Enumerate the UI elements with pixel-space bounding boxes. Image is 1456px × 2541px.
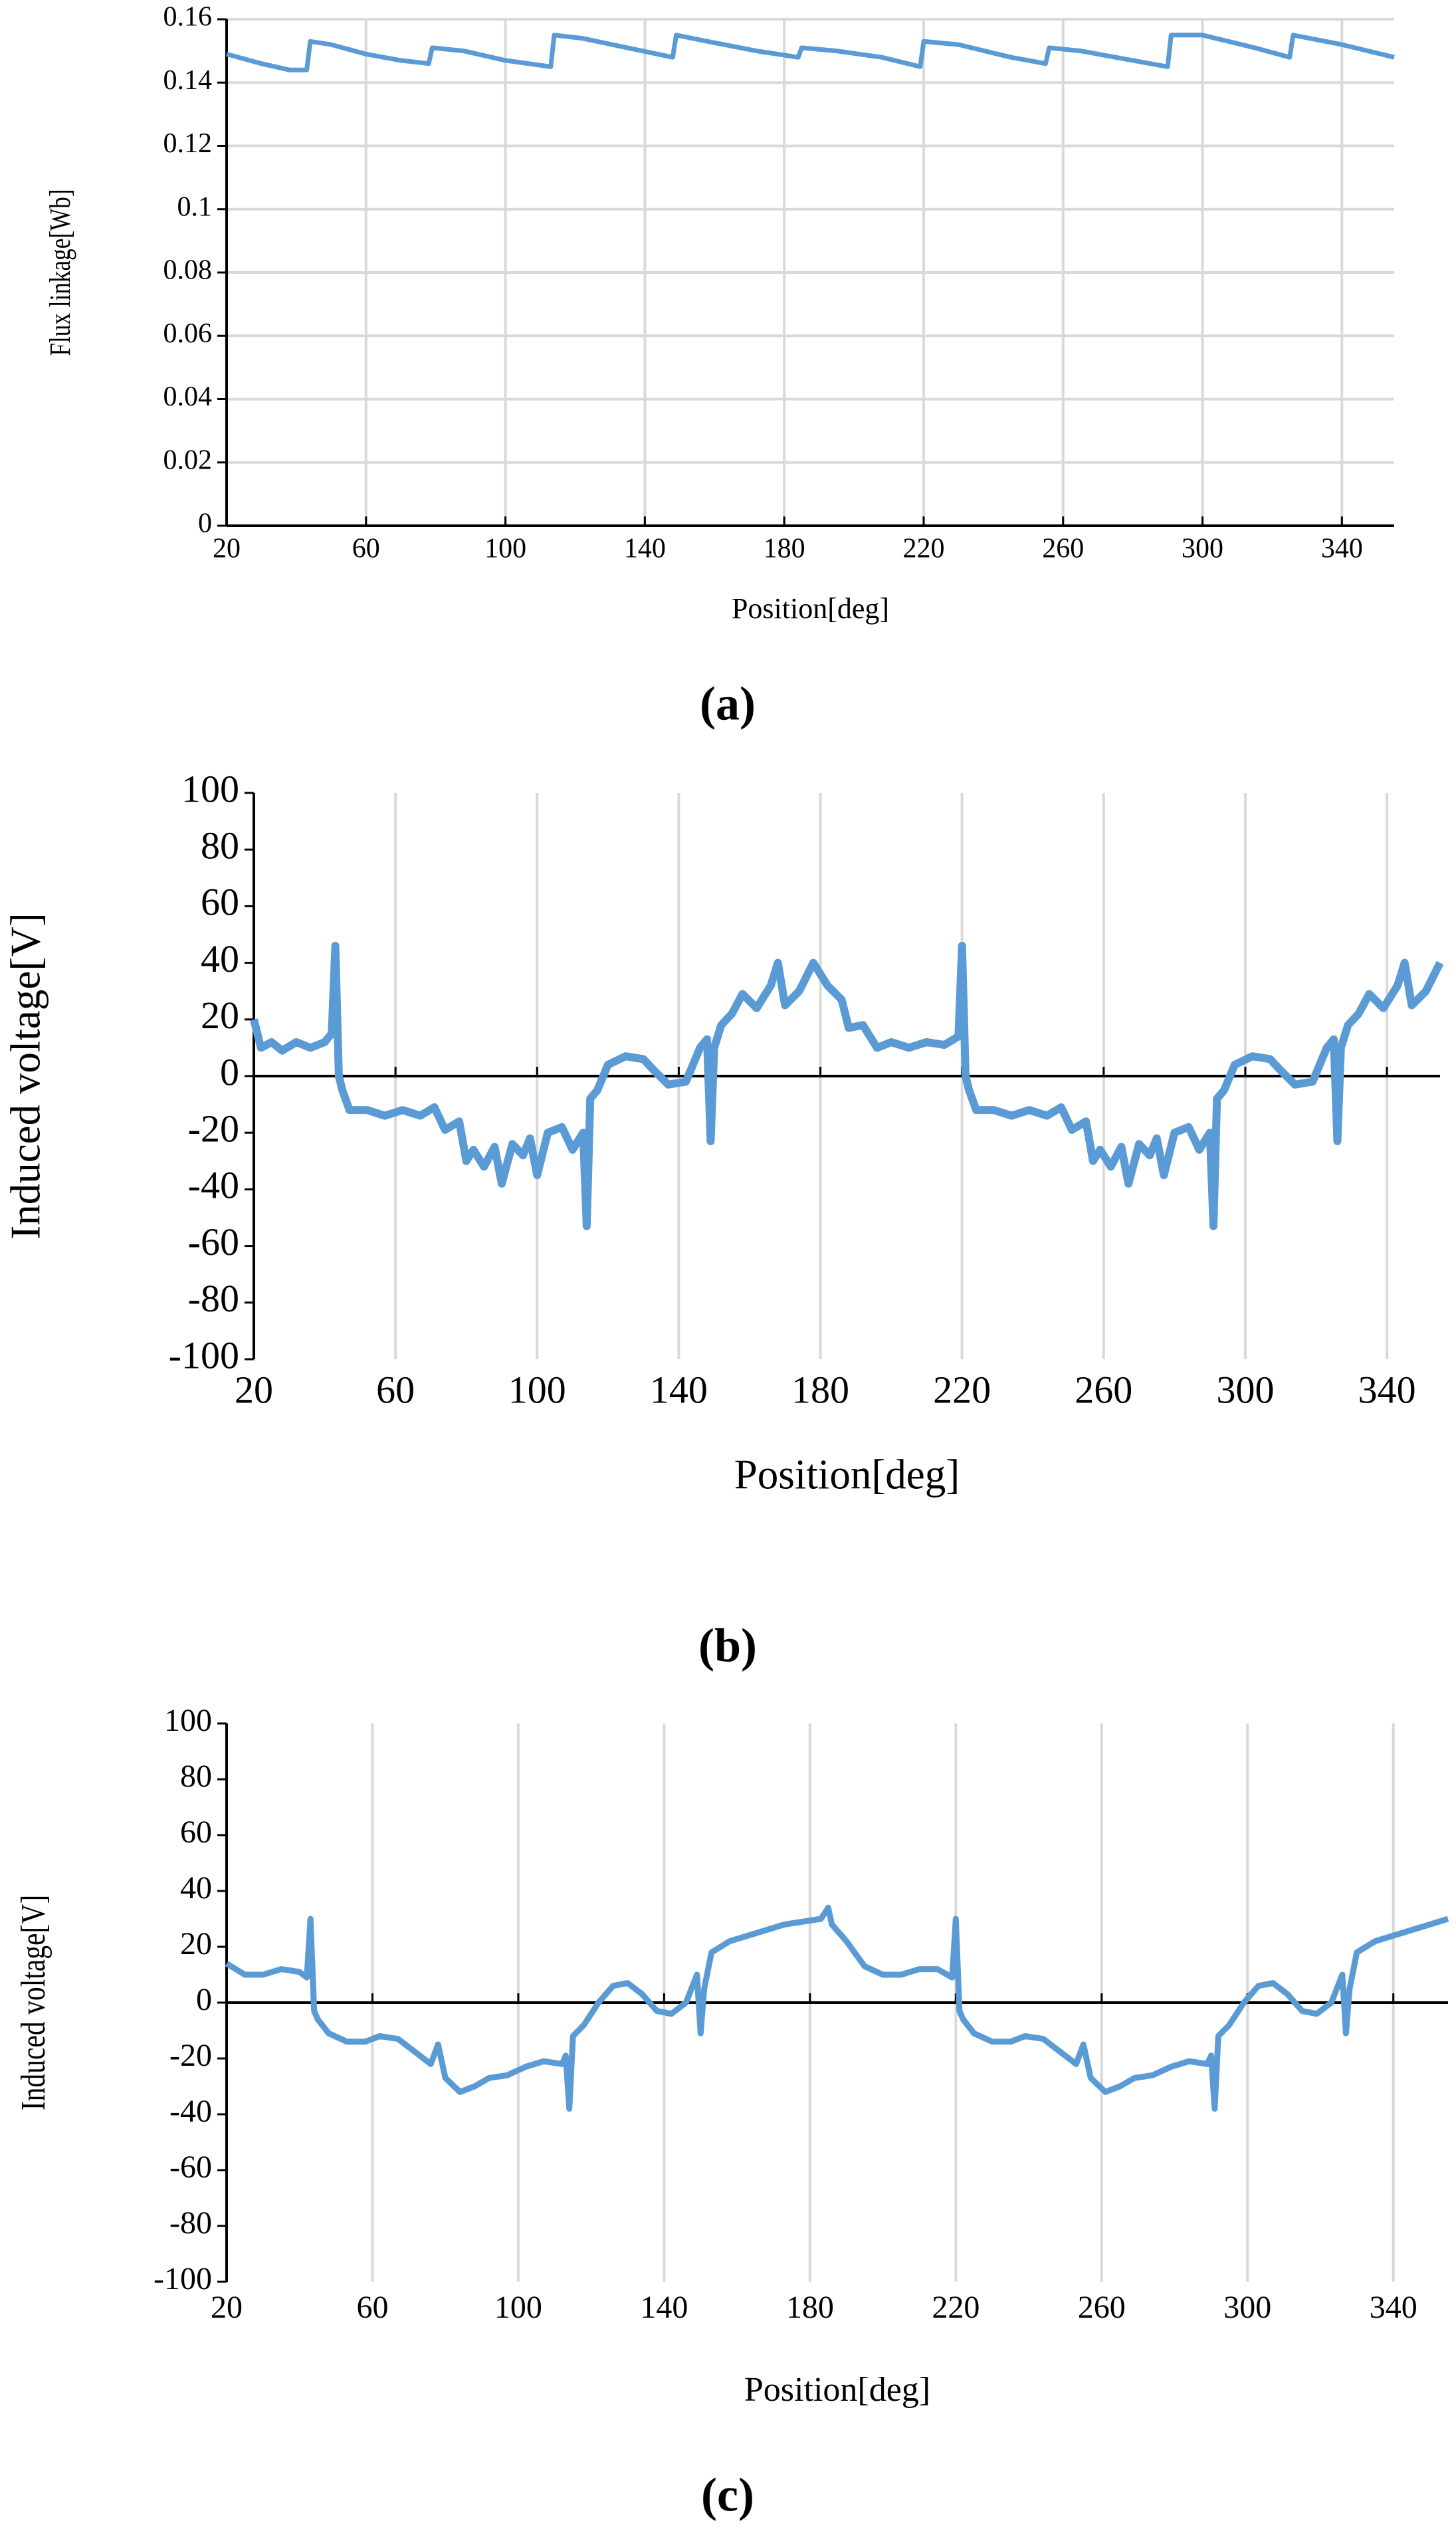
y-tick-label: -40 <box>169 2094 212 2129</box>
x-tick-label: 260 <box>1078 2290 1126 2325</box>
y-tick-label: 0.08 <box>163 255 213 286</box>
y-tick-label: -80 <box>188 1277 239 1320</box>
y-tick-label: -60 <box>188 1220 239 1264</box>
x-tick-label: 100 <box>508 1369 566 1412</box>
y-tick-label: -80 <box>169 2205 212 2241</box>
x-tick-label: 260 <box>1075 1369 1132 1412</box>
x-axis-title: Position[deg] <box>732 592 889 625</box>
x-tick-label: 100 <box>494 2290 542 2325</box>
y-tick-label: -40 <box>188 1164 239 1207</box>
y-tick-label: 0.06 <box>163 318 213 349</box>
y-tick-label: 0.04 <box>163 382 213 412</box>
y-tick-label: 0 <box>196 1982 212 2017</box>
y-axis-title: Flux linkage[Wb] <box>43 189 76 356</box>
x-tick-label: 20 <box>211 2290 243 2325</box>
x-tick-label: 180 <box>791 1369 849 1412</box>
y-tick-label: 60 <box>180 1815 212 1850</box>
x-tick-label: 180 <box>764 533 805 564</box>
x-tick-label: 340 <box>1358 1369 1416 1412</box>
y-tick-label: 20 <box>180 1926 212 1961</box>
y-tick-label: -20 <box>169 2038 212 2073</box>
x-axis-title: Position[deg] <box>744 2371 930 2409</box>
data-line <box>250 942 1444 1230</box>
x-tick-label: 260 <box>1042 533 1084 564</box>
y-tick-label: 40 <box>201 937 239 980</box>
caption: (b) <box>698 1619 757 1672</box>
y-tick-label: 60 <box>201 881 239 924</box>
y-axis-title: Induced voltage[V] <box>15 1895 52 2111</box>
x-tick-label: 140 <box>624 533 666 564</box>
x-tick-label: 60 <box>376 1369 415 1412</box>
y-tick-label: 100 <box>181 767 239 810</box>
x-tick-label: 340 <box>1370 2290 1417 2325</box>
x-tick-label: 140 <box>640 2290 688 2325</box>
x-tick-label: 300 <box>1223 2290 1271 2325</box>
y-tick-label: 100 <box>164 1703 212 1738</box>
data-line <box>226 33 1395 72</box>
y-axis-title: Induced voltage[V] <box>2 913 49 1240</box>
x-tick-label: 300 <box>1216 1369 1274 1412</box>
caption: (c) <box>701 2469 754 2522</box>
x-tick-label: 60 <box>356 2290 388 2325</box>
y-tick-label: 0 <box>198 508 212 539</box>
x-tick-label: 60 <box>352 533 380 564</box>
y-tick-label: 0.12 <box>163 128 213 159</box>
y-tick-label: -100 <box>169 1333 239 1377</box>
x-tick-label: 340 <box>1321 533 1363 564</box>
x-tick-label: 220 <box>932 2290 980 2325</box>
x-tick-label: 140 <box>650 1369 708 1412</box>
x-tick-label: 100 <box>484 533 526 564</box>
y-tick-label: 0.14 <box>163 65 213 96</box>
y-tick-label: 0.1 <box>177 191 213 222</box>
y-tick-label: -60 <box>169 2150 212 2185</box>
x-tick-label: 220 <box>902 533 944 564</box>
y-tick-label: 80 <box>180 1759 212 1794</box>
x-tick-label: 220 <box>933 1369 991 1412</box>
y-tick-label: -100 <box>154 2261 212 2296</box>
x-axis-title: Position[deg] <box>734 1451 960 1497</box>
data-line <box>225 1904 1449 2112</box>
x-tick-label: 20 <box>213 533 241 564</box>
y-tick-label: 0 <box>220 1050 239 1093</box>
y-tick-label: 40 <box>180 1870 212 1906</box>
x-tick-label: 300 <box>1182 533 1223 564</box>
y-tick-label: 0.16 <box>163 2 213 33</box>
x-tick-label: 20 <box>235 1369 273 1412</box>
caption: (a) <box>700 677 756 730</box>
x-tick-label: 180 <box>786 2290 834 2325</box>
y-tick-label: -20 <box>188 1107 239 1151</box>
y-tick-label: 0.02 <box>163 445 213 475</box>
y-tick-label: 80 <box>201 824 239 867</box>
y-tick-label: 20 <box>201 994 239 1037</box>
